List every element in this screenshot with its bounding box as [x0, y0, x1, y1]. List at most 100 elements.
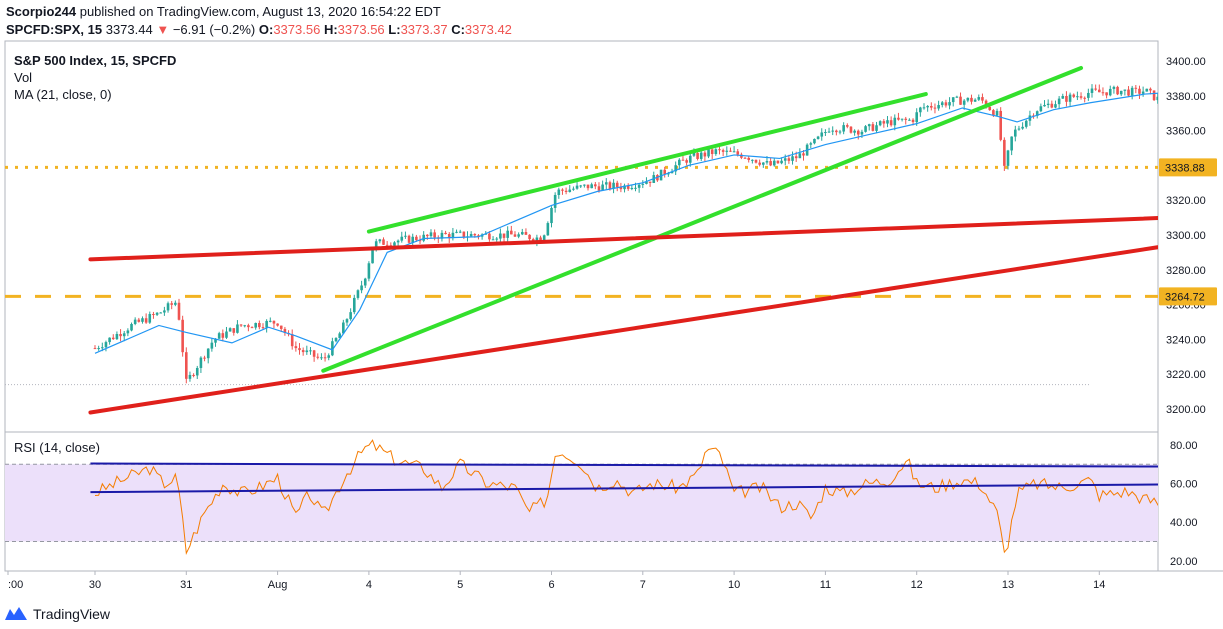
candle-body	[882, 121, 886, 124]
candle-body	[604, 182, 608, 185]
candle-body	[721, 150, 725, 152]
candle-body	[678, 159, 681, 166]
price-change: −6.91 (−0.2%)	[172, 22, 256, 37]
candle-body	[217, 333, 221, 339]
open-label: O:	[258, 22, 274, 37]
candle-body	[356, 290, 360, 298]
candle-body	[794, 156, 798, 159]
candle-body	[342, 322, 345, 334]
candle-body	[856, 130, 860, 135]
candle-body	[206, 348, 210, 359]
time-tick-label: 11	[820, 579, 831, 591]
candle-body	[590, 184, 593, 189]
candle-body	[995, 110, 999, 116]
candle-body	[1010, 136, 1013, 151]
lower-green-channel	[321, 65, 1084, 373]
rsi-band-fill	[5, 464, 1158, 542]
close-label: C:	[451, 22, 465, 37]
low-label: L:	[388, 22, 401, 37]
time-tick-label: 31	[180, 579, 192, 591]
candle-body	[601, 184, 604, 191]
candle-body	[323, 357, 327, 359]
candle-body	[1112, 86, 1116, 89]
candle-body	[239, 324, 243, 326]
candle-body	[1105, 92, 1108, 96]
candle-body	[513, 234, 517, 237]
candle-body	[1156, 96, 1158, 101]
candles	[93, 84, 1181, 384]
candle-body	[831, 130, 835, 132]
candle-body	[798, 153, 802, 159]
candle-body	[272, 320, 276, 324]
candle-body	[258, 323, 261, 328]
candle-body	[1145, 88, 1149, 92]
candle-body	[568, 189, 572, 192]
candle-body	[820, 132, 824, 137]
rsi-axis[interactable]: 20.00 40.00 60.00 80.00	[1170, 440, 1198, 568]
candle-body	[243, 325, 247, 327]
candle-body	[915, 112, 918, 123]
candle-body	[718, 149, 721, 151]
level-label-box	[1159, 287, 1217, 306]
candle-body	[703, 152, 707, 157]
candle-body	[1046, 103, 1050, 105]
candle-body	[542, 235, 546, 242]
candle-body	[1134, 87, 1138, 89]
candle-body	[1068, 94, 1072, 102]
down-arrow-icon: ▼	[156, 22, 170, 37]
candle-body	[141, 318, 144, 322]
candle-body	[458, 231, 462, 233]
candle-body	[279, 325, 283, 329]
rsi-trendlines[interactable]	[90, 462, 1223, 494]
candle-body	[1178, 112, 1181, 118]
candle-body	[1094, 88, 1097, 90]
time-axis[interactable]: :00 30 31 Aug 4 5 6 7 10 11 12 13 14	[7, 571, 1105, 591]
candle-body	[1108, 88, 1112, 96]
candle-body	[692, 152, 696, 156]
candle-body	[893, 117, 897, 126]
tradingview-footer[interactable]: TradingView	[4, 605, 110, 623]
candle-body	[846, 125, 849, 127]
candle-body	[382, 239, 385, 245]
candle-body	[762, 162, 765, 165]
candle-body	[743, 157, 747, 159]
candle-body	[1101, 92, 1105, 94]
rsi-legend[interactable]: RSI (14, close)	[14, 440, 100, 455]
candle-body	[827, 131, 831, 133]
candle-body	[407, 235, 411, 243]
candle-body	[185, 352, 188, 379]
candle-body	[904, 118, 908, 120]
candle-body	[1098, 89, 1101, 93]
candle-body	[751, 159, 754, 161]
candle-body	[1057, 98, 1061, 105]
volume-legend[interactable]: Vol	[14, 70, 32, 85]
author-name[interactable]: Scorpio244	[6, 4, 77, 19]
candle-body	[772, 160, 776, 166]
candle-body	[130, 323, 133, 331]
candle-body	[174, 302, 177, 305]
rsi-line-path	[94, 439, 1158, 555]
price-trendlines[interactable]	[88, 65, 1223, 415]
candle-body	[729, 150, 732, 152]
rsi-band	[5, 463, 1158, 542]
price-chart[interactable]: 3200.003220.003240.003260.003280.003300.…	[0, 40, 1223, 605]
candle-body	[970, 97, 973, 102]
candle-body	[447, 234, 451, 239]
candle-body	[290, 334, 294, 347]
price-tick-label: 3380.00	[1166, 91, 1206, 103]
ma-legend[interactable]: MA (21, close, 0)	[14, 87, 112, 102]
price-tick-label: 3220.00	[1166, 369, 1206, 381]
candle-body	[133, 319, 137, 324]
lower-navy-line	[90, 483, 1158, 494]
candle-body	[959, 96, 962, 105]
price-axis[interactable]: 3200.003220.003240.003260.003280.003300.…	[1166, 56, 1206, 416]
candle-body	[473, 234, 477, 236]
candle-body	[838, 131, 842, 133]
candle-body	[312, 350, 316, 357]
rsi-tick-label: 40.00	[1170, 517, 1198, 529]
candle-body	[553, 194, 557, 208]
candle-body	[93, 348, 97, 350]
candle-body	[1072, 94, 1076, 97]
candle-body	[754, 159, 758, 163]
candle-body	[594, 184, 597, 187]
